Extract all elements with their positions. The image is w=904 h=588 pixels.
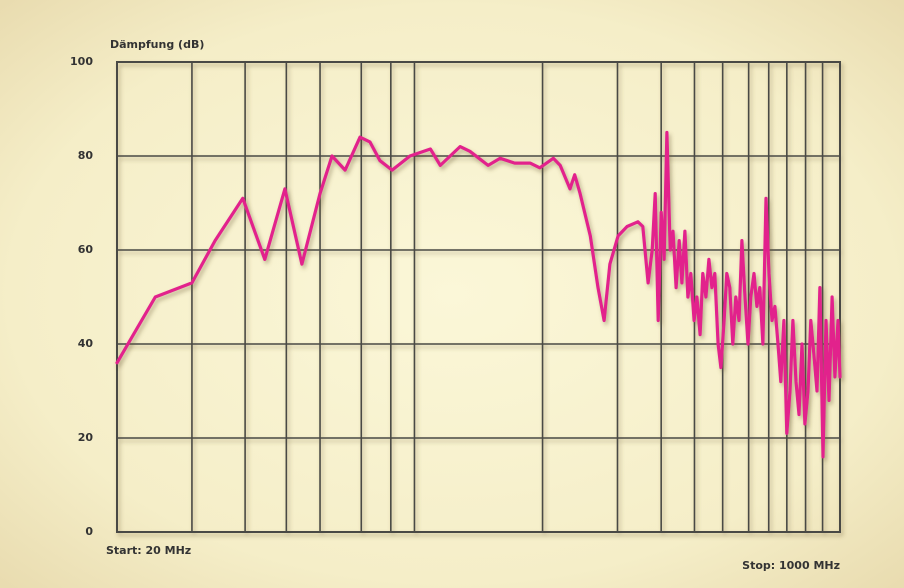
x-start-label: Start: 20 MHz xyxy=(106,544,191,557)
plot xyxy=(115,130,842,459)
grid xyxy=(116,61,841,533)
x-stop-label: Stop: 1000 MHz xyxy=(742,559,840,572)
y-tick-label: 100 xyxy=(70,55,93,68)
y-tick-label: 80 xyxy=(78,149,94,162)
y-tick-label: 0 xyxy=(85,525,93,538)
data-line xyxy=(115,130,842,459)
y-tick-label: 40 xyxy=(78,337,94,350)
y-tick-label: 60 xyxy=(78,243,94,256)
y-axis-label: Dämpfung (dB) xyxy=(110,38,204,51)
y-tick-label: 20 xyxy=(78,431,94,444)
